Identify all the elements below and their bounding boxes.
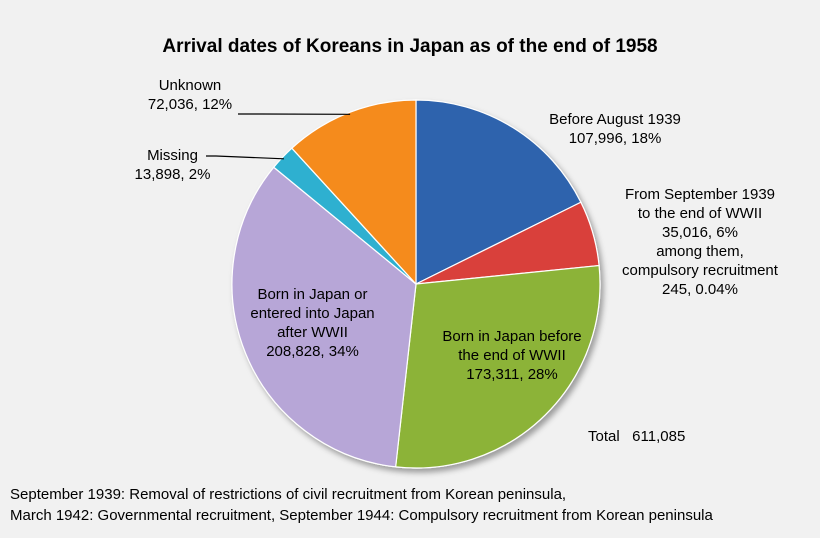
footnotes: September 1939: Removal of restrictions … — [10, 484, 713, 526]
slice-label-sep-1939-to-wwii: From September 1939 to the end of WWII 3… — [622, 186, 778, 298]
pie-slices — [231, 99, 601, 469]
slice-label-born-before-wwii: Born in Japan before the end of WWII 173… — [442, 328, 582, 383]
slice-label-missing: Missing 13,898, 2% — [134, 147, 211, 183]
footnote-line: March 1942: Governmental recruitment, Se… — [10, 507, 713, 524]
pie-slice-unknown — [290, 99, 417, 286]
pie-slice-before-august-1939 — [415, 99, 582, 285]
slice-label-after-wwii: Born in Japan or entered into Japan afte… — [250, 286, 375, 360]
pie-slice-born-in-japan-before-the-end-of-wwii — [394, 264, 601, 469]
slice-label-unknown: Unknown 72,036, 12% — [147, 77, 233, 113]
total-label: Total 611,085 — [588, 428, 686, 445]
footnote-line: September 1939: Removal of restrictions … — [10, 486, 567, 503]
leader-line-missing — [206, 155, 284, 160]
slice-label-before-aug-1939: Before August 1939 107,996, 18% — [549, 111, 681, 147]
chart-title: Arrival dates of Koreans in Japan as of … — [162, 36, 658, 57]
pie-slice-born-in-japan-or-entered-into-japan-after-wwii — [231, 166, 417, 468]
